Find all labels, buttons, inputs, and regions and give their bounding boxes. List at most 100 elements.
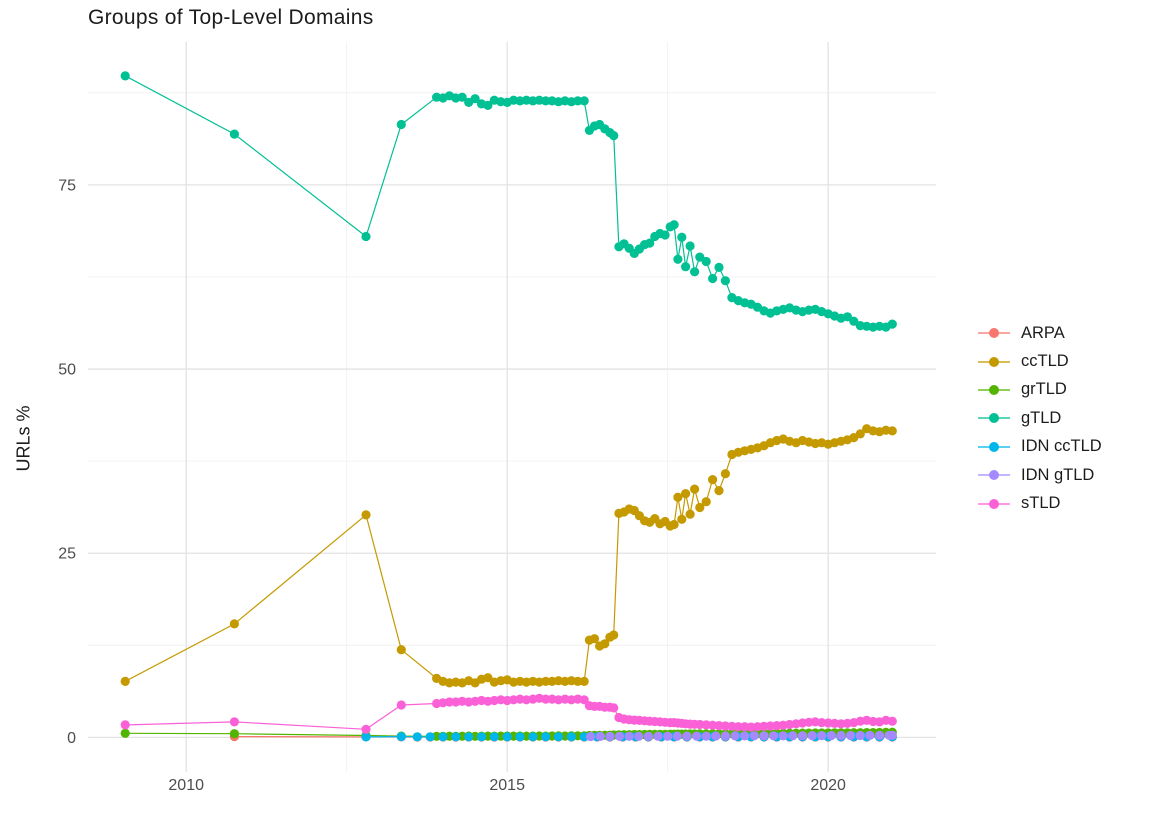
data-point-gTLD (579, 96, 589, 106)
legend: ARPA ccTLD grTLD gTLD IDN ccTLD IDN gTLD sTLD (978, 319, 1102, 518)
y-tick-label: 75 (58, 177, 76, 194)
data-point-IDN-gTLD (797, 731, 808, 741)
data-point-IDN-ccTLD (412, 732, 422, 742)
data-point-ccTLD (573, 676, 583, 687)
legend-key-dot (989, 470, 999, 481)
data-point-IDN-gTLD (730, 731, 740, 741)
data-point-sTLD (396, 700, 406, 710)
data-point-IDN-gTLD (720, 731, 731, 741)
data-point-gTLD (483, 100, 493, 110)
data-point-gTLD (677, 232, 687, 242)
data-point-sTLD (733, 722, 743, 732)
data-point-IDN-gTLD (759, 731, 769, 741)
data-point-ccTLD (600, 639, 610, 649)
legend-entry-gTLD: gTLD (978, 404, 1102, 432)
data-point-sTLD (752, 722, 763, 732)
data-point-ccTLD (855, 429, 865, 439)
data-point-ccTLD (229, 619, 239, 629)
data-point-ccTLD (677, 514, 687, 524)
data-point-sTLD (361, 724, 371, 734)
data-point-IDN-gTLD (778, 731, 788, 741)
data-point-ccTLD (483, 673, 493, 683)
data-point-IDN-ccTLD (502, 732, 512, 742)
data-point-IDN-ccTLD (528, 732, 538, 742)
data-point-IDN-gTLD (836, 730, 846, 741)
data-point-ccTLD (681, 489, 691, 499)
data-point-gTLD (229, 129, 239, 139)
data-point-ccTLD (396, 645, 406, 655)
data-point-gTLD (470, 94, 480, 104)
data-point-sTLD (229, 717, 239, 727)
data-point-IDN-gTLD (614, 731, 625, 741)
data-point-gTLD (708, 273, 718, 284)
data-point-ccTLD (673, 492, 683, 502)
data-point-ccTLD (685, 509, 695, 519)
data-point-ccTLD (708, 475, 718, 485)
data-point-grTLD (229, 729, 239, 739)
legend-key-dot (989, 413, 999, 424)
data-point-IDN-ccTLD (361, 732, 371, 742)
legend-key-dot (989, 356, 999, 367)
data-point-ccTLD (695, 502, 705, 513)
legend-key-dot (989, 384, 999, 395)
legend-label: gTLD (1021, 408, 1062, 427)
data-point-gTLD (681, 262, 691, 272)
data-point-gTLD (609, 131, 619, 141)
data-point-ccTLD (714, 486, 724, 496)
data-point-gTLD (120, 71, 130, 81)
data-point-IDN-gTLD (874, 730, 885, 741)
data-point-sTLD (444, 697, 454, 707)
legend-label: ccTLD (1021, 352, 1069, 371)
data-point-IDN-gTLD (634, 731, 644, 741)
data-point-IDN-gTLD (586, 731, 596, 742)
data-point-IDN-ccTLD (438, 732, 448, 742)
legend-label: sTLD (1021, 494, 1061, 513)
data-point-IDN-gTLD (663, 731, 673, 741)
y-tick-label: 25 (58, 546, 76, 563)
data-point-IDN-gTLD (807, 731, 817, 741)
legend-key-icon (978, 467, 1010, 483)
data-point-IDN-gTLD (846, 730, 856, 741)
data-point-gTLD (645, 238, 655, 248)
legend-key-icon (978, 410, 1010, 426)
legend-entry-grTLD: grTLD (978, 376, 1102, 404)
series-line-gTLD (124, 75, 893, 328)
data-point-IDN-ccTLD (451, 732, 461, 742)
data-point-gTLD (673, 254, 683, 264)
data-point-IDN-gTLD (692, 731, 702, 741)
legend-label: IDN gTLD (1021, 465, 1095, 484)
data-point-IDN-gTLD (682, 731, 692, 741)
data-point-IDN-ccTLD (476, 732, 487, 742)
data-point-gTLD (714, 262, 724, 272)
data-point-gTLD (701, 256, 711, 267)
y-tick-label: 50 (58, 362, 76, 379)
data-point-IDN-ccTLD (515, 732, 525, 742)
legend-label: ARPA (1021, 323, 1065, 342)
data-point-ccTLD (589, 634, 600, 644)
data-point-gTLD (573, 96, 583, 106)
data-point-IDN-gTLD (624, 731, 634, 741)
data-point-ccTLD (669, 519, 679, 530)
x-tick-label: 2015 (489, 777, 525, 794)
data-point-IDN-ccTLD (425, 732, 435, 742)
data-point-ccTLD (701, 497, 711, 507)
x-tick-label: 2010 (168, 777, 204, 794)
data-point-IDN-gTLD (711, 731, 721, 741)
data-point-sTLD (120, 720, 130, 730)
data-point-sTLD (579, 695, 589, 705)
data-point-gTLD (685, 241, 695, 251)
data-point-gTLD (720, 276, 731, 286)
data-point-IDN-gTLD (605, 731, 615, 742)
data-point-ccTLD (609, 630, 619, 640)
data-point-IDN-ccTLD (489, 732, 499, 742)
data-point-IDN-gTLD (817, 731, 827, 741)
legend-label: IDN ccTLD (1021, 437, 1102, 456)
data-point-gTLD (695, 252, 705, 262)
data-point-ccTLD (720, 469, 731, 479)
data-point-IDN-gTLD (653, 731, 663, 741)
data-point-IDN-ccTLD (396, 732, 406, 742)
x-tick-label: 2020 (810, 777, 846, 794)
data-point-gTLD (849, 316, 859, 326)
